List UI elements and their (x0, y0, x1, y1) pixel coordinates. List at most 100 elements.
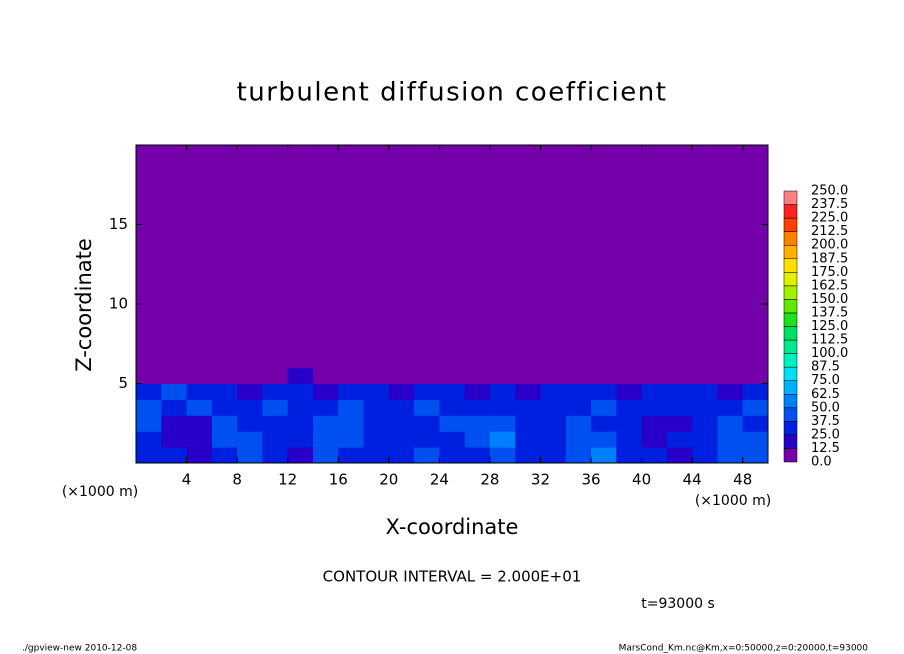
field-cell (287, 415, 314, 432)
field-cell (439, 415, 466, 432)
field-cell (211, 431, 238, 448)
field-cell (742, 367, 769, 384)
field-cell (161, 383, 188, 400)
colorbar-label: 62.5 (811, 387, 840, 402)
colorbar-swatch (783, 272, 798, 287)
field-cell (540, 399, 567, 416)
field-cell (464, 145, 491, 369)
field-cell (363, 431, 390, 448)
footer-right: MarsCond_Km.nc@Km,x=0:50000,z=0:20000,t=… (619, 644, 869, 654)
colorbar-swatch (783, 394, 798, 409)
field-cell (237, 383, 263, 400)
field-cell (742, 415, 769, 432)
field-cell (338, 145, 365, 369)
field-cell (515, 383, 541, 400)
field-cell (136, 415, 162, 432)
field-cell (338, 367, 365, 384)
field-cell (717, 367, 744, 384)
field-cell (287, 383, 314, 400)
x-unit-left: (×1000 m) (62, 484, 138, 500)
colorbar-swatch (783, 204, 798, 219)
field-cell (666, 431, 693, 448)
field-cell (237, 415, 263, 432)
colorbar-swatch (783, 258, 798, 273)
colorbar-swatch (783, 326, 798, 341)
field-cell (363, 383, 390, 400)
field-cell (540, 431, 567, 448)
field-cell (515, 431, 541, 448)
field-cell (515, 145, 541, 369)
field-cell (540, 367, 567, 384)
field-cell (641, 415, 668, 432)
field-cell (464, 399, 491, 416)
field-cell (287, 145, 314, 369)
colorbar-label: 87.5 (811, 360, 840, 375)
field-cell (591, 399, 617, 416)
field-cell (439, 383, 466, 400)
field-cell (414, 447, 440, 464)
colorbar-label: 75.0 (811, 373, 840, 388)
colorbar-label: 150.0 (811, 292, 848, 307)
field-cell (414, 145, 440, 369)
field-cell (414, 415, 440, 432)
field-cell (414, 399, 440, 416)
field-cell (287, 431, 314, 448)
field-cell (388, 415, 415, 432)
field-cell (464, 447, 491, 464)
field-cell (666, 415, 693, 432)
field-cell (388, 383, 415, 400)
field-cell (489, 383, 516, 400)
field-cell (489, 415, 516, 432)
field-cell (742, 383, 769, 400)
field-cell (742, 447, 769, 464)
colorbar-swatch (783, 366, 798, 381)
field-cell (363, 399, 390, 416)
field-cell (616, 367, 643, 384)
colorbar-label: 125.0 (811, 319, 848, 334)
field-cell (565, 447, 592, 464)
colorbar-label: 250.0 (811, 184, 848, 199)
chart-title: turbulent diffusion coefficient (237, 78, 668, 108)
field-cell (186, 399, 213, 416)
field-cell (565, 145, 592, 369)
field-cell (262, 145, 289, 369)
x-tick-label: 48 (733, 471, 752, 489)
field-cell (464, 367, 491, 384)
x-tick-label: 24 (430, 471, 449, 489)
field-cell (211, 399, 238, 416)
x-tick-label: 28 (480, 471, 499, 489)
field-cell (136, 145, 162, 369)
colorbar-swatch (783, 231, 798, 246)
field-cell (717, 447, 744, 464)
field-cell (262, 415, 289, 432)
field-cell (388, 447, 415, 464)
colorbar-swatch (783, 299, 798, 314)
field-cell (414, 431, 440, 448)
field-cell (717, 415, 744, 432)
field-cell (186, 431, 213, 448)
field-cell (540, 415, 567, 432)
field-cell (692, 367, 718, 384)
field-cell (262, 367, 289, 384)
field-cell (388, 367, 415, 384)
field-cell (287, 447, 314, 464)
field-cell (540, 447, 567, 464)
field-cell (136, 367, 162, 384)
field-cell (742, 399, 769, 416)
field-cell (338, 447, 365, 464)
colorbar-label: 25.0 (811, 427, 840, 442)
field-cell (742, 431, 769, 448)
field-cell (666, 399, 693, 416)
colorbar-swatch (783, 407, 798, 422)
field-cell (161, 367, 188, 384)
colorbar-label: 137.5 (811, 305, 848, 320)
colorbar-swatch (783, 244, 798, 259)
field-cell (161, 447, 188, 464)
field (136, 145, 769, 464)
field-cell (312, 383, 339, 400)
colorbar-swatch (783, 339, 798, 354)
time-label: t=93000 s (641, 596, 715, 612)
field-cell (565, 415, 592, 432)
field-cell (312, 447, 339, 464)
field-cell (692, 431, 718, 448)
